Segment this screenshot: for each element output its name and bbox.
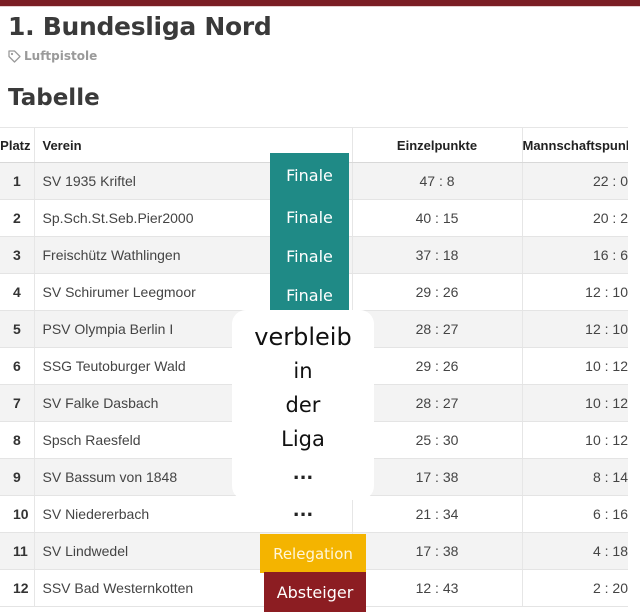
cell-einzelpunkte: 17 : 38 [351,532,522,570]
header-einzelpunkte[interactable]: Einzelpunkte [351,127,522,163]
verbleib-line: Liga [281,427,325,451]
cell-mannschaftspunkte: 20 : 2 [521,199,628,237]
ellipsis-marker: ... [292,500,314,521]
top-divider [0,6,640,7]
cell-platz: 9 [0,458,34,496]
cell-platz: 11 [0,532,34,570]
cell-verein[interactable]: SV Niedererbach [33,495,352,533]
table-row: 10 SV Niedererbach 21 : 34 6 : 16 [0,495,628,533]
tag-icon [8,49,21,63]
header-platz[interactable]: Platz [0,127,34,163]
table-header-row: Platz Verein Einzelpunkte Mannschaftspun… [0,127,628,163]
cell-einzelpunkte: 17 : 38 [351,458,522,496]
cell-einzelpunkte: 21 : 34 [351,495,522,533]
cell-einzelpunkte: 29 : 26 [351,347,522,385]
cell-platz: 12 [0,569,34,607]
cell-platz: 10 [0,495,34,533]
verbleib-line: verbleib [254,323,352,351]
cell-platz: 8 [0,421,34,459]
verbleib-line: der [285,393,321,417]
finale-badge: Finale [270,237,349,276]
ellipsis-marker: ... [292,463,314,484]
verbleib-label: verbleib in der Liga [232,320,374,456]
cell-mannschaftspunkte: 8 : 14 [521,458,628,496]
cell-einzelpunkte: 37 : 18 [351,236,522,274]
cell-mannschaftspunkte: 6 : 16 [521,495,628,533]
cell-mannschaftspunkte: 10 : 12 [521,347,628,385]
category-tag[interactable]: Luftpistole [8,48,97,64]
finale-badge: Finale [270,197,349,237]
cell-platz: 2 [0,199,34,237]
cell-einzelpunkte: 29 : 26 [351,273,522,311]
verbleib-line: in [293,359,313,383]
relegation-badge: Relegation [260,534,366,573]
verbleib-overlay [232,310,374,500]
finale-badge: Finale [270,276,349,314]
cell-platz: 5 [0,310,34,348]
cell-mannschaftspunkte: 4 : 18 [521,532,628,570]
cell-platz: 7 [0,384,34,422]
table-row: 1 SV 1935 Kriftel 47 : 8 22 : 0 [0,162,628,200]
cell-mannschaftspunkte: 12 : 10 [521,310,628,348]
top-accent-bar [0,0,640,6]
finale-badge: Finale [270,153,349,197]
cell-platz: 1 [0,162,34,200]
cell-mannschaftspunkte: 10 : 12 [521,384,628,422]
cell-einzelpunkte: 47 : 8 [351,162,522,200]
cell-einzelpunkte: 25 : 30 [351,421,522,459]
cell-mannschaftspunkte: 2 : 20 [521,569,628,607]
cell-platz: 4 [0,273,34,311]
cell-einzelpunkte: 40 : 15 [351,199,522,237]
page-title: 1. Bundesliga Nord [8,12,272,41]
cell-mannschaftspunkte: 22 : 0 [521,162,628,200]
cell-einzelpunkte: 12 : 43 [351,569,522,607]
section-heading: Tabelle [8,85,100,111]
cell-mannschaftspunkte: 16 : 6 [521,236,628,274]
cell-einzelpunkte: 28 : 27 [351,310,522,348]
cell-einzelpunkte: 28 : 27 [351,384,522,422]
cell-platz: 3 [0,236,34,274]
cell-mannschaftspunkte: 10 : 12 [521,421,628,459]
absteiger-badge: Absteiger [264,572,366,612]
cell-platz: 6 [0,347,34,385]
tag-label[interactable]: Luftpistole [24,49,98,63]
cell-mannschaftspunkte: 12 : 10 [521,273,628,311]
header-mannschaftspunkte[interactable]: Mannschaftspunkte [521,127,628,163]
